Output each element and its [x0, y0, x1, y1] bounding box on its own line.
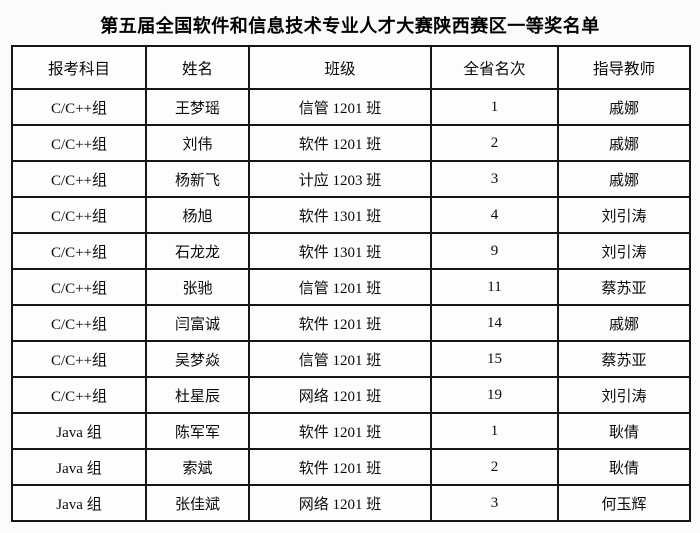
table-header: 报考科目 姓名 班级 全省名次 指导教师: [11, 45, 691, 90]
table-cell: 软件 1301 班: [248, 196, 432, 234]
table-row: Java 组陈军军 软件 1201 班 1 耿倩: [11, 412, 691, 450]
table-cell: 戚娜: [557, 124, 691, 162]
table-cell: 11: [430, 268, 559, 306]
column-header: 指导教师: [557, 45, 691, 90]
table-cell: C/C++组: [11, 304, 147, 342]
table-cell: 杜星辰: [145, 376, 250, 414]
table-cell: 张驰: [145, 268, 250, 306]
table-cell: 软件 1301 班: [248, 232, 432, 270]
table-cell: Java 组: [11, 448, 147, 486]
table-cell: 耿倩: [557, 448, 691, 486]
table-cell: C/C++组: [11, 124, 147, 162]
table-cell: 张佳斌: [145, 484, 250, 522]
table-cell: 戚娜: [557, 160, 691, 198]
table-cell: 1: [430, 412, 559, 450]
table-row: Java 组张佳斌 网络 1201 班 3 何玉辉: [11, 484, 691, 522]
table-cell: 何玉辉: [557, 484, 691, 522]
table-cell: 15: [430, 340, 559, 378]
table-cell: 石龙龙: [145, 232, 250, 270]
table-cell: 杨旭: [145, 196, 250, 234]
table-cell: 软件 1201 班: [248, 448, 432, 486]
table-cell: C/C++组: [11, 160, 147, 198]
table-cell: 2: [430, 448, 559, 486]
header-row: 报考科目 姓名 班级 全省名次 指导教师: [11, 45, 691, 90]
table-row: C/C++组 吴梦焱 信管 1201 班 15 蔡苏亚: [11, 340, 691, 378]
table-row: C/C++组 张驰 信管 1201 班 11 蔡苏亚: [11, 268, 691, 306]
table-cell: 吴梦焱: [145, 340, 250, 378]
table-cell: 刘引涛: [557, 196, 691, 234]
table-cell: 戚娜: [557, 304, 691, 342]
table-cell: 软件 1201 班: [248, 124, 432, 162]
table-cell: 陈军军: [145, 412, 250, 450]
table-row: C/C++组 杜星辰 网络 1201 班 19 刘引涛: [11, 376, 691, 414]
table-cell: 计应 1203 班: [248, 160, 432, 198]
awards-table: 报考科目 姓名 班级 全省名次 指导教师 C/C++组 王梦瑶 信管 1201 班 1 戚娜 C/…: [11, 45, 691, 522]
column-header: 全省名次: [430, 45, 559, 90]
table-row: C/C++组 王梦瑶 信管 1201 班 1 戚娜: [11, 88, 691, 126]
column-header: 报考科目: [11, 45, 147, 90]
table-cell: 索斌: [145, 448, 250, 486]
table-cell: Java 组: [11, 484, 147, 522]
table-cell: 信管 1201 班: [248, 340, 432, 378]
table-cell: Java 组: [11, 412, 147, 450]
page-title: 第五届全国软件和信息技术专业人才大赛陕西赛区一等奖名单: [100, 16, 600, 36]
table-cell: C/C++组: [11, 232, 147, 270]
table-cell: C/C++组: [11, 268, 147, 306]
table-cell: C/C++组: [11, 196, 147, 234]
table-cell: C/C++组: [11, 88, 147, 126]
table-cell: 蔡苏亚: [557, 340, 691, 378]
table-cell: 蔡苏亚: [557, 268, 691, 306]
table-row: C/C++组 杨旭 软件 1301 班 4 刘引涛: [11, 196, 691, 234]
table-cell: 耿倩: [557, 412, 691, 450]
table-cell: 戚娜: [557, 88, 691, 126]
table-cell: 刘引涛: [557, 232, 691, 270]
table-cell: 3: [430, 160, 559, 198]
table-cell: 1: [430, 88, 559, 126]
table-cell: 闫富诚: [145, 304, 250, 342]
table-cell: C/C++组: [11, 340, 147, 378]
table-row: C/C++组 杨新飞 计应 1203 班 3 戚娜: [11, 160, 691, 198]
table-cell: 刘引涛: [557, 376, 691, 414]
column-header: 班级: [248, 45, 432, 90]
column-header: 姓名: [145, 45, 250, 90]
table-cell: 信管 1201 班: [248, 88, 432, 126]
table-cell: 2: [430, 124, 559, 162]
table-row: C/C++组 石龙龙 软件 1301 班 9 刘引涛: [11, 232, 691, 270]
table-row: C/C++组 闫富诚 软件 1201 班 14 戚娜: [11, 304, 691, 342]
table-cell: 王梦瑶: [145, 88, 250, 126]
table-cell: 信管 1201 班: [248, 268, 432, 306]
table-row: C/C++组 刘伟 软件 1201 班 2 戚娜: [11, 124, 691, 162]
table-cell: 软件 1201 班: [248, 304, 432, 342]
table-cell: 19: [430, 376, 559, 414]
table-cell: 刘伟: [145, 124, 250, 162]
table-cell: 3: [430, 484, 559, 522]
table-row: Java 组索斌 软件 1201 班 2 耿倩: [11, 448, 691, 486]
table-cell: 网络 1201 班: [248, 484, 432, 522]
table-cell: 4: [430, 196, 559, 234]
table-cell: 14: [430, 304, 559, 342]
table-cell: 软件 1201 班: [248, 412, 432, 450]
table-cell: 9: [430, 232, 559, 270]
table-cell: C/C++组: [11, 376, 147, 414]
table-cell: 杨新飞: [145, 160, 250, 198]
table-cell: 网络 1201 班: [248, 376, 432, 414]
